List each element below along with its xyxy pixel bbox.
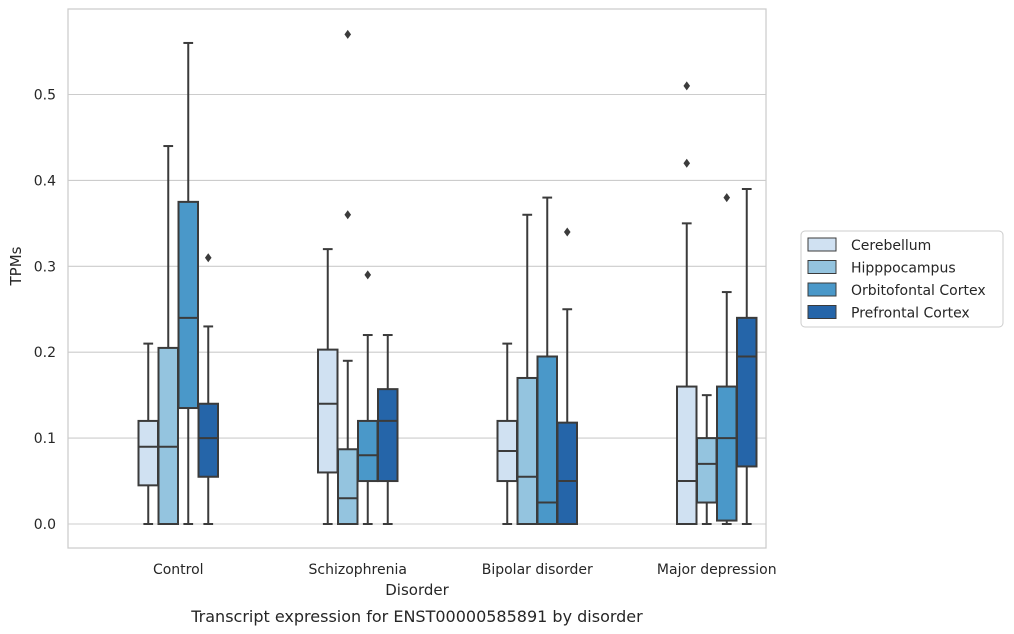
- outlier-point: [723, 193, 731, 203]
- box-cerebellum: [676, 81, 698, 525]
- legend-label: Cerebellum: [851, 238, 931, 254]
- box-body: [736, 316, 758, 468]
- box-hipppocampus: [337, 29, 359, 525]
- x-tick-label: Bipolar disorder: [482, 562, 593, 578]
- y-tick-label: 0.5: [34, 88, 56, 104]
- box-hipppocampus: [516, 213, 538, 525]
- box-body: [177, 200, 199, 410]
- legend: Cerebellum Hipppocampus Orbitofontal Corte…: [800, 230, 1004, 328]
- box-orbitofontal-cortex: [357, 270, 379, 525]
- x-axis-ticks: Control Schizophrenia Bipolar disorder Majo…: [153, 562, 777, 578]
- outlier-point: [204, 253, 212, 263]
- outlier-point: [563, 227, 571, 237]
- box-orbitofontal-cortex: [536, 196, 558, 525]
- box-cerebellum: [317, 248, 339, 525]
- y-tick-label: 0.4: [34, 173, 56, 189]
- box-body: [377, 388, 399, 483]
- box-prefrontal-cortex: [197, 253, 219, 525]
- y-tick-label: 0.0: [34, 517, 56, 533]
- outlier-point: [364, 270, 372, 280]
- legend-swatch: [807, 282, 837, 297]
- box-body: [676, 385, 698, 525]
- box-hipppocampus: [157, 145, 179, 525]
- outlier-point: [344, 29, 352, 39]
- legend-label: Prefrontal Cortex: [851, 306, 970, 322]
- x-tick-label: Schizophrenia: [309, 562, 407, 578]
- x-axis-label: Disorder: [385, 581, 449, 599]
- box-orbitofontal-cortex: [716, 193, 738, 525]
- y-tick-label: 0.1: [34, 431, 56, 447]
- legend-swatch: [807, 260, 837, 274]
- legend-swatch: [807, 305, 837, 319]
- box-groups: [137, 29, 758, 525]
- outlier-point: [683, 81, 691, 91]
- box-body: [516, 376, 538, 525]
- outlier-point: [344, 210, 352, 220]
- box-prefrontal-cortex: [556, 227, 578, 525]
- legend-frame: [800, 230, 1004, 328]
- box-body: [157, 346, 179, 525]
- box-cerebellum: [496, 342, 518, 525]
- legend-label: Hipppocampus: [851, 261, 956, 277]
- outlier-point: [683, 158, 691, 168]
- y-tick-label: 0.2: [34, 345, 56, 361]
- box-body: [197, 402, 219, 478]
- box-hipppocampus: [696, 394, 718, 525]
- legend-swatch: [807, 237, 837, 252]
- box-body: [317, 348, 339, 474]
- box-body: [536, 355, 558, 525]
- box-orbitofontal-cortex: [177, 41, 199, 525]
- y-axis-label: TPMs: [7, 246, 25, 286]
- box-body: [696, 437, 718, 504]
- y-axis-ticks: 0.0 0.1 0.2 0.3 0.4 0.5: [34, 88, 56, 534]
- box-prefrontal-cortex: [377, 334, 399, 525]
- x-tick-label: Major depression: [657, 562, 777, 578]
- y-tick-label: 0.3: [34, 259, 56, 275]
- box-cerebellum: [137, 342, 159, 525]
- box-body: [716, 385, 738, 522]
- legend-label: Orbitofontal Cortex: [851, 283, 986, 299]
- chart-caption: Transcript expression for ENST0000058589…: [190, 607, 643, 626]
- box-prefrontal-cortex: [736, 187, 758, 525]
- plot-area-frame: [67, 8, 767, 549]
- box-body: [357, 419, 379, 483]
- box-body: [556, 421, 578, 525]
- box-body: [337, 448, 359, 525]
- x-tick-label: Control: [153, 562, 204, 578]
- box-body: [137, 419, 159, 487]
